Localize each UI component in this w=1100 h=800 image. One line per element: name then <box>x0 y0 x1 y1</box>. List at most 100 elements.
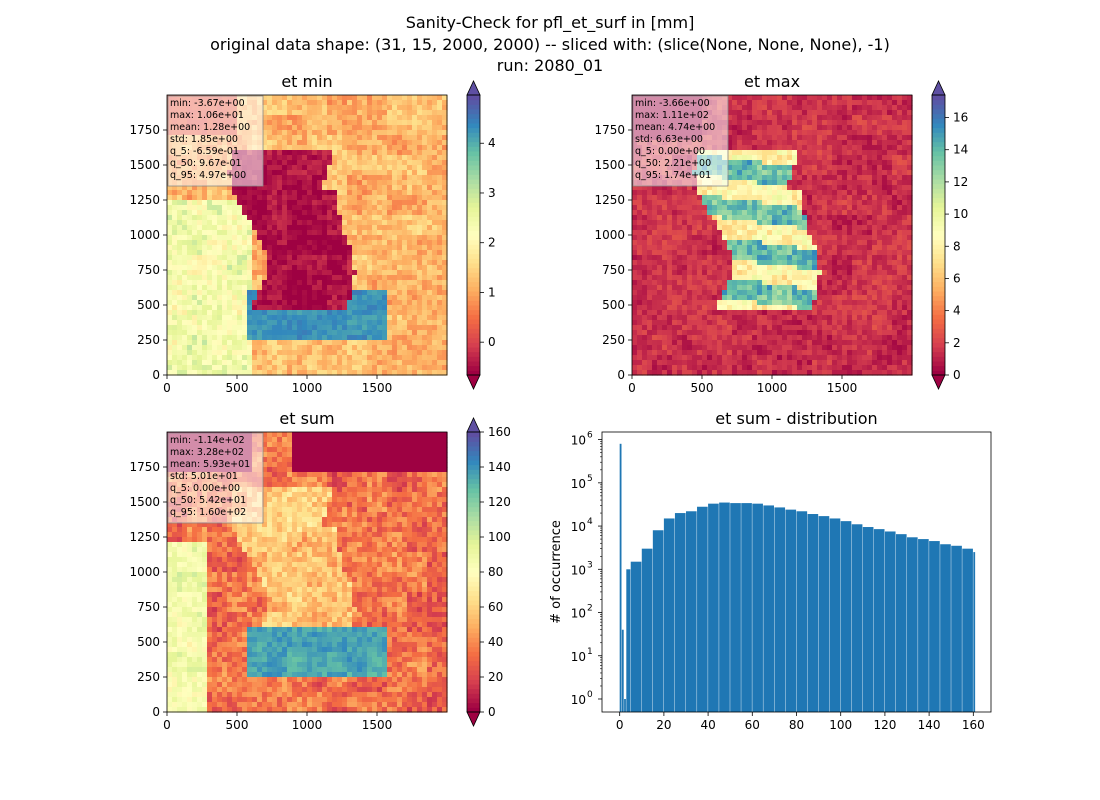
heatmap-cell <box>307 225 313 231</box>
heatmap-cell <box>392 365 398 371</box>
heatmap-cell <box>332 280 338 286</box>
heatmap-cell <box>397 100 403 106</box>
heatmap-cell <box>672 300 678 306</box>
heatmap-cell <box>762 280 768 286</box>
heatmap-cell <box>352 155 358 161</box>
heatmap-cell <box>767 150 773 156</box>
heatmap-cell <box>332 370 338 376</box>
heatmap-cell <box>387 270 393 276</box>
heatmap-cell <box>742 215 748 221</box>
heatmap-cell <box>437 245 443 251</box>
colorbar-segment <box>467 230 480 236</box>
heatmap-cell <box>412 250 418 256</box>
heatmap-cell <box>737 190 743 196</box>
heatmap-cell <box>197 300 203 306</box>
heatmap-cell <box>697 320 703 326</box>
heatmap-cell <box>167 345 173 351</box>
heatmap-cell <box>362 365 368 371</box>
heatmap-cell <box>222 360 228 366</box>
heatmap-cell <box>382 115 388 121</box>
heatmap-cell <box>422 200 428 206</box>
colorbar-segment <box>467 118 480 124</box>
heatmap-cell <box>337 145 343 151</box>
heatmap-cell <box>712 225 718 231</box>
heatmap-cell <box>432 355 438 361</box>
heatmap-cell <box>407 215 413 221</box>
heatmap-cell <box>372 260 378 266</box>
heatmap-cell <box>782 180 788 186</box>
heatmap-cell <box>312 250 318 256</box>
heatmap-cell <box>347 140 353 146</box>
heatmap-cell <box>392 275 398 281</box>
heatmap-cell <box>722 260 728 266</box>
heatmap-cell <box>662 300 668 306</box>
heatmap-cell <box>632 205 638 211</box>
heatmap-cell <box>372 325 378 331</box>
heatmap-cell <box>322 350 328 356</box>
heatmap-cell <box>422 285 428 291</box>
heatmap-cell <box>732 315 738 321</box>
heatmap-cell <box>432 295 438 301</box>
heatmap-cell <box>382 170 388 176</box>
heatmap-cell <box>282 240 288 246</box>
heatmap-cell <box>322 335 328 341</box>
heatmap-cell <box>232 225 238 231</box>
heatmap-cell <box>412 340 418 346</box>
heatmap-cell <box>287 265 293 271</box>
heatmap-cell <box>417 295 423 301</box>
heatmap-cell <box>682 310 688 316</box>
heatmap-cell <box>252 205 258 211</box>
heatmap-cell <box>342 200 348 206</box>
heatmap-cell <box>697 360 703 366</box>
heatmap-cell <box>652 230 658 236</box>
heatmap-cell <box>207 255 213 261</box>
heatmap-cell <box>347 310 353 316</box>
heatmap-cell <box>682 280 688 286</box>
heatmap-cell <box>717 225 723 231</box>
heatmap-cell <box>387 210 393 216</box>
heatmap-cell <box>332 185 338 191</box>
heatmap-cell <box>707 275 713 281</box>
heatmap-cell <box>252 370 258 376</box>
heatmap-cell <box>357 315 363 321</box>
heatmap-cell <box>397 125 403 131</box>
heatmap-cell <box>412 170 418 176</box>
heatmap-cell <box>327 200 333 206</box>
heatmap-cell <box>197 305 203 311</box>
heatmap-cell <box>337 180 343 186</box>
heatmap-cell <box>182 355 188 361</box>
heatmap-cell <box>187 310 193 316</box>
heatmap-cell <box>667 280 673 286</box>
heatmap-cell <box>197 285 203 291</box>
heatmap-cell <box>652 275 658 281</box>
heatmap-cell <box>427 320 433 326</box>
heatmap-cell <box>397 215 403 221</box>
heatmap-cell <box>312 175 318 181</box>
heatmap-cell <box>342 225 348 231</box>
heatmap-cell <box>642 355 648 361</box>
heatmap-cell <box>747 310 753 316</box>
heatmap-cell <box>782 130 788 136</box>
colorbar-segment <box>467 263 480 269</box>
heatmap-cell <box>167 270 173 276</box>
colorbar-segment <box>467 132 480 138</box>
colorbar-segment <box>467 160 480 166</box>
heatmap-cell <box>702 335 708 341</box>
heatmap-cell <box>687 325 693 331</box>
heatmap-cell <box>402 270 408 276</box>
heatmap-cell <box>372 135 378 141</box>
heatmap-cell <box>387 125 393 131</box>
heatmap-cell <box>352 345 358 351</box>
heatmap-cell <box>362 275 368 281</box>
heatmap-cell <box>232 315 238 321</box>
heatmap-cell <box>397 325 403 331</box>
heatmap-cell <box>717 230 723 236</box>
heatmap-cell <box>362 340 368 346</box>
heatmap-cell <box>787 135 793 141</box>
heatmap-cell <box>227 335 233 341</box>
heatmap-cell <box>687 215 693 221</box>
heatmap-cell <box>352 295 358 301</box>
heatmap-cell <box>392 240 398 246</box>
heatmap-cell <box>372 255 378 261</box>
heatmap-cell <box>242 215 248 221</box>
